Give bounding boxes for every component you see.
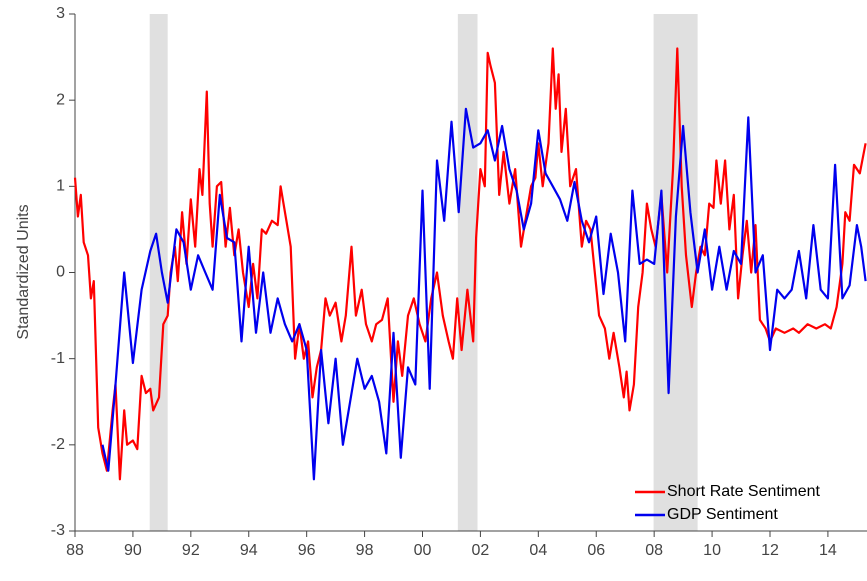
y-axis-label: Standardized Units xyxy=(15,204,32,339)
y-tick-label: -2 xyxy=(51,436,65,453)
legend-label: GDP Sentiment xyxy=(667,506,778,523)
x-tick-label: 88 xyxy=(66,542,84,559)
x-tick-label: 94 xyxy=(240,542,258,559)
x-tick-label: 02 xyxy=(472,542,490,559)
y-tick-label: 0 xyxy=(56,264,65,281)
x-tick-label: 00 xyxy=(414,542,432,559)
y-tick-label: -1 xyxy=(51,350,65,367)
x-tick-label: 92 xyxy=(182,542,200,559)
y-tick-label: 3 xyxy=(56,5,65,22)
series-line xyxy=(101,107,867,481)
y-tick-label: 2 xyxy=(56,91,65,108)
legend-label: Short Rate Sentiment xyxy=(667,483,821,500)
x-tick-label: 10 xyxy=(703,542,721,559)
x-tick-label: 98 xyxy=(356,542,374,559)
x-tick-label: 12 xyxy=(761,542,779,559)
x-tick-label: 04 xyxy=(529,542,547,559)
x-tick-label: 14 xyxy=(819,542,837,559)
x-tick-label: 08 xyxy=(645,542,663,559)
y-tick-label: 1 xyxy=(56,178,65,195)
recession-band xyxy=(149,14,168,531)
x-tick-label: 06 xyxy=(587,542,605,559)
x-tick-label: 90 xyxy=(124,542,142,559)
series-line xyxy=(73,47,867,481)
x-tick-label: 96 xyxy=(298,542,316,559)
y-tick-label: -3 xyxy=(51,522,65,539)
